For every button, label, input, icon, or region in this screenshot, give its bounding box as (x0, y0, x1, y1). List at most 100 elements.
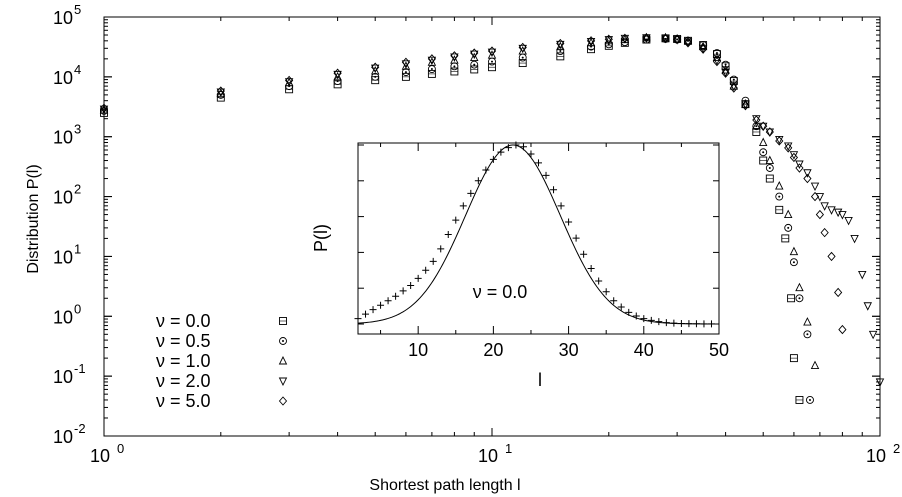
data-point-triangle-up (370, 66, 380, 75)
data-point-circle (642, 35, 651, 44)
data-point-triangle-down (868, 330, 878, 340)
data-point-diamond (683, 38, 693, 48)
data-point-triangle-up (470, 52, 479, 62)
inset-data-point (572, 234, 580, 242)
y-tick-label: 10 (53, 247, 73, 267)
inset-y-axis-label: P(l) (311, 224, 331, 252)
inset-data-point (557, 202, 565, 210)
data-point-diamond (620, 33, 629, 44)
data-point-triangle-down (858, 270, 867, 280)
inset-data-point (497, 148, 505, 156)
inset-data-point (377, 301, 385, 309)
inset-data-point (565, 218, 573, 226)
data-point-circle (604, 40, 613, 49)
data-point-triangle-down (803, 169, 812, 178)
data-point-circle-inner (768, 167, 771, 170)
data-point-diamond (721, 68, 730, 78)
data-point-circle (741, 96, 750, 105)
data-point-diamond (642, 33, 651, 43)
data-point-diamond (487, 46, 497, 56)
inset-x-tick-label: 30 (559, 340, 579, 360)
data-point-circle-inner (491, 60, 493, 63)
data-point-triangle-down (642, 34, 651, 43)
data-point-triangle-down (672, 36, 682, 45)
data-point-diamond (827, 251, 836, 262)
inset-fit-curve (357, 144, 716, 325)
inset-data-point (384, 297, 392, 305)
data-point-circle-inner (473, 63, 476, 66)
data-point-circle-inner (374, 75, 377, 78)
data-point-diamond (838, 324, 847, 335)
x-tick-label: 10 (90, 446, 110, 466)
data-point-diamond (803, 173, 812, 184)
data-point-triangle-up (789, 246, 799, 256)
inset-data-point (602, 288, 610, 296)
data-point-diamond (427, 54, 436, 64)
series-diamond (99, 33, 847, 335)
data-point-circle-inner (806, 333, 809, 336)
inset-data-point (429, 257, 437, 265)
data-point-diamond (810, 191, 820, 202)
data-point-circle-inner (453, 65, 456, 68)
data-point-circle (371, 72, 380, 81)
y-tick-label: 10 (53, 427, 73, 447)
y-tick-label-exponent: 3 (74, 122, 81, 137)
y-tick-label-exponent: -2 (74, 421, 86, 436)
data-point-diamond (789, 152, 799, 163)
data-point-diamond (661, 33, 670, 44)
data-point-diamond (820, 227, 829, 238)
data-point-triangle-up (487, 50, 497, 59)
inset-plot-area (357, 142, 720, 335)
legend-marker-diamond (278, 396, 288, 406)
data-point-triangle-down (875, 378, 885, 387)
data-point-triangle-up (333, 71, 342, 81)
x-tick-label: 10 (478, 446, 498, 466)
data-point-diamond (285, 75, 294, 86)
y-tick-label: 10 (53, 367, 73, 387)
data-point-circle-inner (732, 78, 735, 81)
data-point-triangle-up (795, 282, 804, 292)
inset-data-point (459, 202, 467, 210)
inset-data-point (422, 266, 430, 274)
inset-data-point (640, 315, 648, 323)
data-point-triangle-down (789, 151, 799, 160)
data-point-circle-inner (336, 80, 339, 83)
data-point-triangle-down (820, 202, 829, 211)
data-point-triangle-down (863, 302, 872, 311)
inset-data-point (392, 292, 400, 300)
inset-plot-border (357, 142, 720, 335)
data-point-diamond (371, 62, 380, 72)
data-point-diamond (401, 57, 411, 67)
data-point-triangle-up (518, 46, 527, 55)
data-point-circle-inner (808, 398, 811, 401)
inset-data-point (655, 318, 663, 326)
data-point-triangle-down (758, 122, 768, 132)
data-point-triangle-up (752, 121, 761, 130)
y-tick-label-exponent: 4 (74, 62, 81, 77)
y-tick-label: 10 (53, 128, 73, 148)
data-point-diamond (470, 48, 479, 58)
data-point-triangle-down (850, 234, 859, 244)
legend-entry-label: ν = 5.0 (156, 391, 211, 411)
x-tick-label-exponent: 0 (117, 441, 124, 456)
data-point-triangle-down (795, 160, 804, 170)
inset-data-point (437, 245, 445, 253)
data-point-triangle-up (775, 181, 784, 190)
data-point-circle-inner (676, 38, 679, 41)
data-point-triangle-up (661, 32, 670, 42)
inset-data-point (467, 189, 475, 197)
data-point-diamond (699, 44, 708, 54)
data-point-diamond (333, 68, 342, 78)
data-point-circle (721, 60, 730, 69)
data-point-triangle-up (810, 360, 820, 370)
data-point-diamond (752, 115, 761, 125)
legend-entry-label: ν = 2.0 (156, 371, 211, 391)
x-tick-label-exponent: 2 (893, 441, 900, 456)
y-tick-label-exponent: 2 (74, 182, 81, 197)
inset-data-point (535, 159, 542, 167)
x-tick-label: 10 (866, 446, 886, 466)
data-point-diamond (556, 38, 565, 49)
data-point-triangle-up (698, 41, 708, 51)
data-point-circle-inner (521, 56, 524, 59)
